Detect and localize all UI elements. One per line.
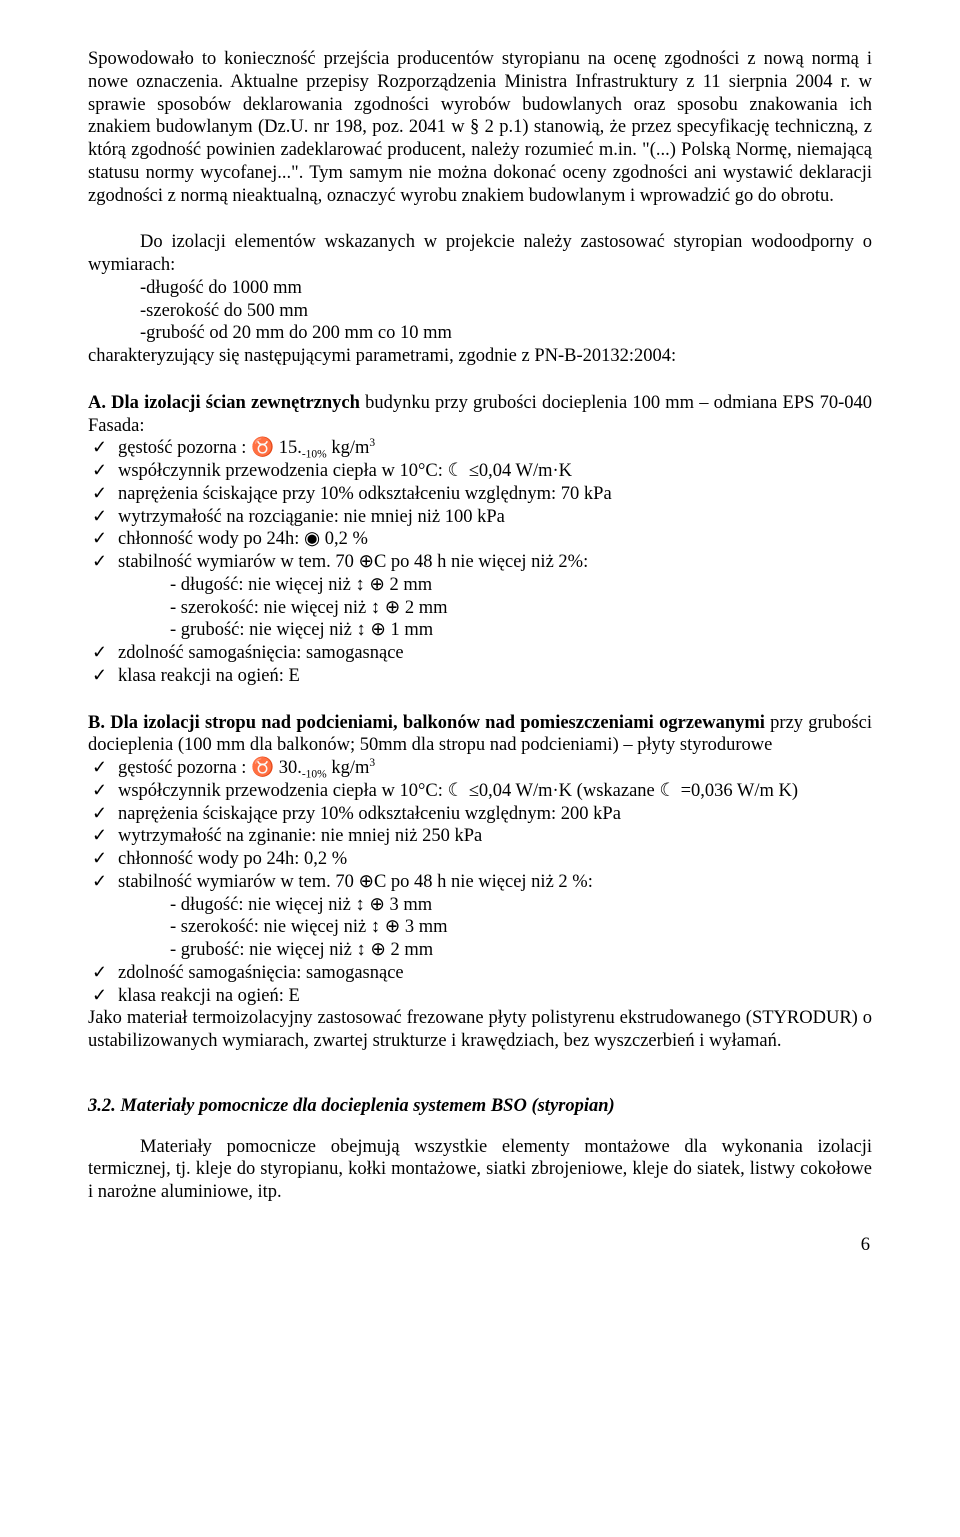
check-icon: ✓ bbox=[88, 665, 118, 687]
check-icon: ✓ bbox=[88, 757, 118, 779]
check-icon: ✓ bbox=[88, 780, 118, 802]
b-item-compressive: ✓naprężenia ściskające przy 10% odkształ… bbox=[88, 803, 872, 826]
check-icon: ✓ bbox=[88, 506, 118, 528]
a-item-stability: ✓stabilność wymiarów w tem. 70 ⊕C po 48 … bbox=[88, 551, 872, 574]
a-item-compressive: ✓naprężenia ściskające przy 10% odkształ… bbox=[88, 483, 872, 506]
section-3-2-body: Materiały pomocnicze obejmują wszystkie … bbox=[88, 1136, 872, 1204]
b-stability-sublist: - długość: nie więcej niż ↕ ⊕ 3 mm - sze… bbox=[170, 894, 872, 962]
a-stability-thickness: - grubość: nie więcej niż ↕ ⊕ 1 mm bbox=[170, 619, 872, 642]
b-stability-length: - długość: nie więcej niż ↕ ⊕ 3 mm bbox=[170, 894, 872, 917]
check-icon: ✓ bbox=[88, 871, 118, 893]
b-density-unit: kg/m bbox=[327, 758, 370, 778]
b-stability-thickness: - grubość: nie więcej niż ↕ ⊕ 2 mm bbox=[170, 939, 872, 962]
check-icon: ✓ bbox=[88, 825, 118, 847]
a-item-density: ✓ gęstość pozorna : ♉ 15.-10% kg/m3 bbox=[88, 437, 872, 460]
section-a-list: ✓ gęstość pozorna : ♉ 15.-10% kg/m3 ✓wsp… bbox=[88, 437, 872, 574]
b-density-text: gęstość pozorna : ♉ 30. bbox=[118, 758, 302, 778]
check-icon: ✓ bbox=[88, 437, 118, 459]
section-b-heading-bold: B. Dla izolacji stropu nad podcieniami, … bbox=[88, 713, 770, 733]
section-a-heading-bold: A. Dla izolacji ścian zewnętrznych bbox=[88, 393, 365, 413]
a-density-unit: kg/m bbox=[327, 438, 370, 458]
section-a-list-2: ✓zdolność samogaśnięcia: samogasnące ✓kl… bbox=[88, 642, 872, 688]
section-b-list-2: ✓zdolność samogaśnięcia: samogasnące ✓kl… bbox=[88, 962, 872, 1008]
paragraph-dimensions-tail: charakteryzujący się następującymi param… bbox=[88, 345, 872, 368]
page-number: 6 bbox=[88, 1234, 872, 1257]
paragraph-intro: Spowodowało to konieczność przejścia pro… bbox=[88, 48, 872, 207]
check-icon: ✓ bbox=[88, 551, 118, 573]
a-item-absorption: ✓chłonność wody po 24h: ◉ 0,2 % bbox=[88, 528, 872, 551]
section-b-tail: Jako materiał termoizolacyjny zastosować… bbox=[88, 1007, 872, 1053]
dim-width: -szerokość do 500 mm bbox=[140, 300, 872, 323]
b-item-density: ✓ gęstość pozorna : ♉ 30.-10% kg/m3 bbox=[88, 757, 872, 780]
b-item-conductivity: ✓współczynnik przewodzenia ciepła w 10°C… bbox=[88, 780, 872, 803]
dim-thickness: -grubość od 20 mm do 200 mm co 10 mm bbox=[140, 322, 872, 345]
b-item-fireclass: ✓klasa reakcji na ogień: E bbox=[88, 985, 872, 1008]
a-item-fireclass: ✓klasa reakcji na ogień: E bbox=[88, 665, 872, 688]
b-item-selfextinguish: ✓zdolność samogaśnięcia: samogasnące bbox=[88, 962, 872, 985]
b-item-bending: ✓wytrzymałość na zginanie: nie mniej niż… bbox=[88, 825, 872, 848]
a-stability-sublist: - długość: nie więcej niż ↕ ⊕ 2 mm - sze… bbox=[170, 574, 872, 642]
b-stability-width: - szerokość: nie więcej niż ↕ ⊕ 3 mm bbox=[170, 916, 872, 939]
paragraph-dimensions-lead: Do izolacji elementów wskazanych w proje… bbox=[88, 231, 872, 277]
b-item-stability: ✓stabilność wymiarów w tem. 70 ⊕C po 48 … bbox=[88, 871, 872, 894]
section-a-heading: A. Dla izolacji ścian zewnętrznych budyn… bbox=[88, 392, 872, 438]
b-density-sup: 3 bbox=[369, 757, 375, 769]
a-density-text: gęstość pozorna : ♉ 15. bbox=[118, 438, 302, 458]
check-icon: ✓ bbox=[88, 848, 118, 870]
a-stability-length: - długość: nie więcej niż ↕ ⊕ 2 mm bbox=[170, 574, 872, 597]
check-icon: ✓ bbox=[88, 528, 118, 550]
section-b-heading: B. Dla izolacji stropu nad podcieniami, … bbox=[88, 712, 872, 758]
check-icon: ✓ bbox=[88, 803, 118, 825]
check-icon: ✓ bbox=[88, 483, 118, 505]
check-icon: ✓ bbox=[88, 962, 118, 984]
check-icon: ✓ bbox=[88, 460, 118, 482]
check-icon: ✓ bbox=[88, 985, 118, 1007]
b-item-absorption: ✓chłonność wody po 24h: 0,2 % bbox=[88, 848, 872, 871]
section-b-list: ✓ gęstość pozorna : ♉ 30.-10% kg/m3 ✓wsp… bbox=[88, 757, 872, 894]
a-item-tensile: ✓wytrzymałość na rozciąganie: nie mniej … bbox=[88, 506, 872, 529]
a-density-sup: 3 bbox=[369, 437, 375, 449]
a-item-selfextinguish: ✓zdolność samogaśnięcia: samogasnące bbox=[88, 642, 872, 665]
check-icon: ✓ bbox=[88, 642, 118, 664]
a-stability-width: - szerokość: nie więcej niż ↕ ⊕ 2 mm bbox=[170, 597, 872, 620]
section-3-2-title: 3.2. Materiały pomocnicze dla dociepleni… bbox=[88, 1095, 872, 1118]
dim-length: -długość do 1000 mm bbox=[140, 277, 872, 300]
a-item-conductivity: ✓współczynnik przewodzenia ciepła w 10°C… bbox=[88, 460, 872, 483]
